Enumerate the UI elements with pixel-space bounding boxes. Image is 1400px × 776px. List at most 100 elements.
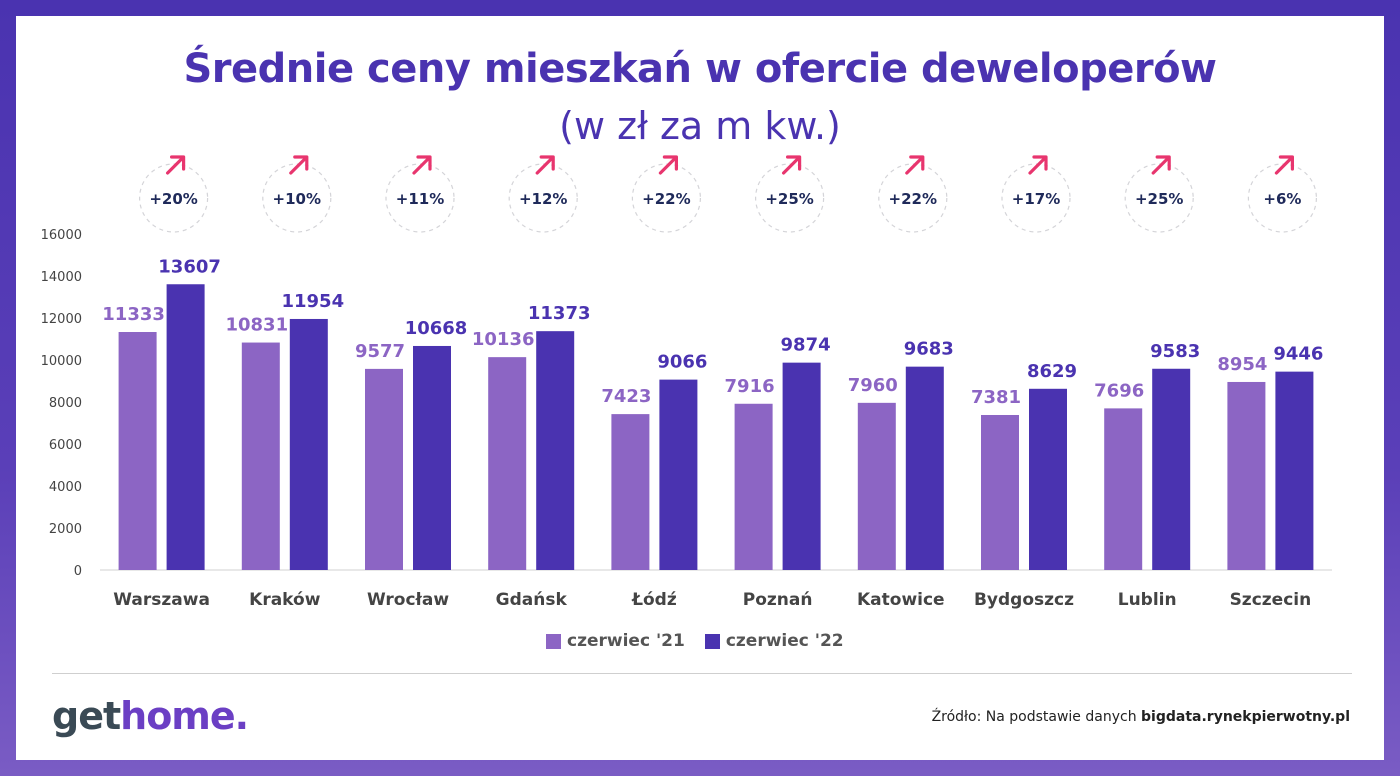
footer-divider [52,673,1352,674]
y-tick-label: 12000 [41,312,82,327]
chart-card: Średnie ceny mieszkań w ofercie dewelope… [16,16,1384,760]
data-label: 9683 [904,339,954,360]
y-tick-label: 4000 [49,480,82,495]
trend-up-arrow-icon [535,155,555,175]
change-label: +20% [149,190,197,208]
bar-2022 [536,331,575,570]
data-label: 10831 [225,315,288,336]
data-label: 9577 [355,341,405,362]
change-circle [139,163,209,233]
change-circle [631,163,702,233]
trend-up-arrow-icon [166,155,186,175]
bar-2021 [611,414,650,570]
change-label: +25% [1135,190,1183,208]
data-label: 7423 [601,386,651,407]
change-label: +17% [1012,190,1060,208]
data-label: 7696 [1094,380,1144,401]
y-tick-label: 10000 [41,354,82,369]
x-tick-label: Warszawa [113,590,210,610]
change-circle [878,163,948,233]
y-tick-label: 2000 [49,522,82,537]
change-circle [1124,163,1194,233]
legend-swatch-2022 [704,633,720,649]
x-tick-label: Lublin [1118,590,1177,610]
bar-2022 [659,379,698,570]
data-label: 10136 [472,329,535,350]
source-note: Źródło: Na podstawie danych bigdata.ryne… [932,709,1350,725]
data-label: 7916 [725,376,775,397]
change-circle [262,163,332,233]
change-circle [508,163,578,233]
data-label: 13607 [158,256,221,277]
chart-title: Średnie ceny mieszkań w ofercie dewelope… [183,46,1217,92]
bar-2021 [857,402,896,570]
change-label: +25% [765,190,813,208]
x-tick-label: Szczecin [1230,590,1312,610]
change-circle [754,163,825,233]
data-label: 9446 [1273,344,1323,365]
change-label: +22% [642,190,690,208]
bar-2022 [166,284,205,570]
data-label: 9583 [1150,341,1200,362]
bar-2021 [241,342,280,570]
change-circle [1001,163,1071,233]
data-label: 9066 [657,352,707,373]
bar-chart: 0 2000 4000 6000 8000 10000 12000 14000 16000 +20… [41,155,1332,610]
x-tick-label: Gdańsk [496,590,568,610]
x-tick-label: Bydgoszcz [974,590,1074,610]
source-link: bigdata.rynekpierwotny.pl [1141,709,1350,725]
y-tick-label: 14000 [41,270,82,285]
bar-2022 [289,318,328,570]
logo-home: home. [120,694,249,738]
change-label: +12% [519,190,567,208]
source-prefix: Źródło: Na podstawie danych [931,709,1142,725]
bar-2021 [734,403,773,570]
chart-subtitle: (w zł za m kw.) [559,104,841,148]
change-circle [385,163,455,233]
bar-2021 [1104,408,1143,570]
legend: czerwiec '21 czerwiec '22 [546,630,844,652]
gethome-logo: gethome. [52,694,249,738]
legend-label-2022: czerwiec '22 [725,631,844,651]
logo-get: get [52,694,121,738]
trend-up-arrow-icon [1028,155,1048,175]
data-label: 7381 [971,387,1021,408]
trend-up-arrow-icon [412,155,432,175]
legend-swatch-2021 [546,633,561,649]
bar-2022 [905,366,944,570]
change-label: +6% [1263,190,1301,208]
x-tick-label: Katowice [857,590,945,610]
bar-2021 [981,414,1019,570]
trend-up-arrow-icon [781,155,802,175]
trend-up-arrow-icon [1274,155,1295,175]
data-label: 11333 [102,304,165,325]
trend-up-arrow-icon [1151,155,1171,175]
data-label: 8954 [1217,354,1267,375]
trend-up-arrow-icon [658,155,679,175]
bar-2021 [118,332,157,570]
bar-2021 [365,368,403,570]
trend-up-arrow-icon [905,155,925,175]
data-label: 11954 [281,291,344,312]
data-label: 11373 [528,303,591,324]
trend-up-arrow-icon [289,155,309,175]
data-label: 10668 [405,318,468,339]
x-tick-label: Kraków [249,590,321,610]
bar-2022 [1152,368,1191,570]
data-label: 7960 [848,375,898,396]
bar-2022 [1275,371,1314,570]
bar-2022 [413,345,451,570]
x-tick-label: Poznań [743,590,813,610]
y-tick-label: 0 [74,564,82,579]
change-label: +11% [396,190,444,208]
x-tick-label: Łódź [631,590,677,610]
bar-2022 [782,362,821,570]
change-label: +10% [273,190,321,208]
bar-2021 [1227,381,1266,570]
change-label: +22% [889,190,937,208]
change-circle [1247,163,1318,233]
y-tick-label: 6000 [49,438,82,453]
legend-item-2021: czerwiec '21 [546,631,685,651]
legend-item-2022: czerwiec '22 [704,631,844,651]
bar-2022 [1029,388,1067,570]
